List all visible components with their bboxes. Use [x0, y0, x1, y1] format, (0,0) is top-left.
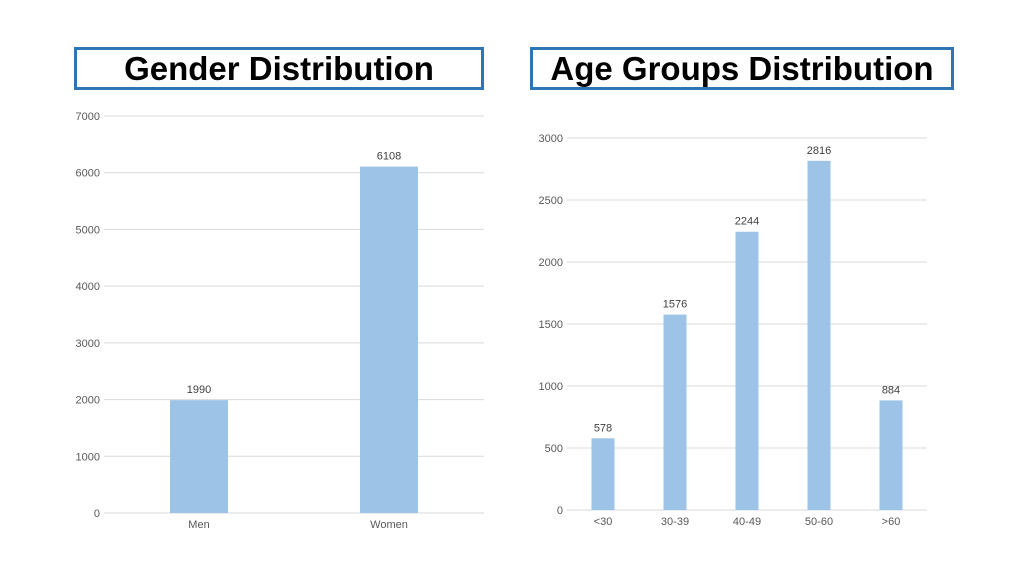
data-label: 578	[594, 422, 612, 434]
x-tick-label: 40-49	[733, 516, 761, 528]
bar	[879, 400, 903, 510]
bar	[663, 314, 687, 510]
y-tick-label: 4000	[76, 281, 100, 293]
y-tick-label: 5000	[76, 224, 100, 236]
bar	[360, 166, 418, 513]
y-tick-label: 0	[94, 508, 100, 520]
y-tick-label: 500	[545, 443, 563, 455]
y-tick-label: 1000	[539, 381, 563, 393]
x-tick-label: 30-39	[661, 516, 689, 528]
y-tick-label: 2000	[76, 395, 100, 407]
y-tick-label: 2000	[539, 257, 563, 269]
age-groups-distribution-chart: 0 500 1000 1500 2000 2500 3000 578 <30 1576 30-39 2…	[539, 133, 927, 528]
age-chart-title: Age Groups Distribution	[530, 47, 954, 90]
y-tick-label: 3000	[539, 133, 563, 145]
x-tick-label: 50-60	[805, 516, 833, 528]
x-tick-label: <30	[594, 516, 613, 528]
y-tick-label: 1000	[76, 451, 100, 463]
x-tick-label: Men	[188, 519, 209, 531]
y-tick-label: 6000	[76, 168, 100, 180]
bar	[591, 438, 615, 510]
y-tick-label: 1500	[539, 319, 563, 331]
data-label: 6108	[377, 151, 401, 163]
x-tick-label: >60	[882, 516, 901, 528]
bar	[735, 231, 759, 510]
y-tick-label: 2500	[539, 195, 563, 207]
data-label: 1576	[663, 299, 687, 311]
gender-distribution-chart: 0 1000 2000 3000 4000 5000 6000 7000 1990 Men 6108…	[76, 111, 484, 531]
y-tick-label: 7000	[76, 111, 100, 123]
y-tick-label: 0	[557, 505, 563, 517]
data-label: 884	[882, 384, 900, 396]
x-tick-label: Women	[370, 519, 408, 531]
bar	[170, 400, 228, 513]
gender-chart-title: Gender Distribution	[74, 47, 484, 90]
data-label: 2244	[735, 216, 759, 228]
bar	[807, 160, 831, 511]
data-label: 1990	[187, 384, 211, 396]
y-tick-label: 3000	[76, 338, 100, 350]
data-label: 2816	[807, 145, 831, 157]
